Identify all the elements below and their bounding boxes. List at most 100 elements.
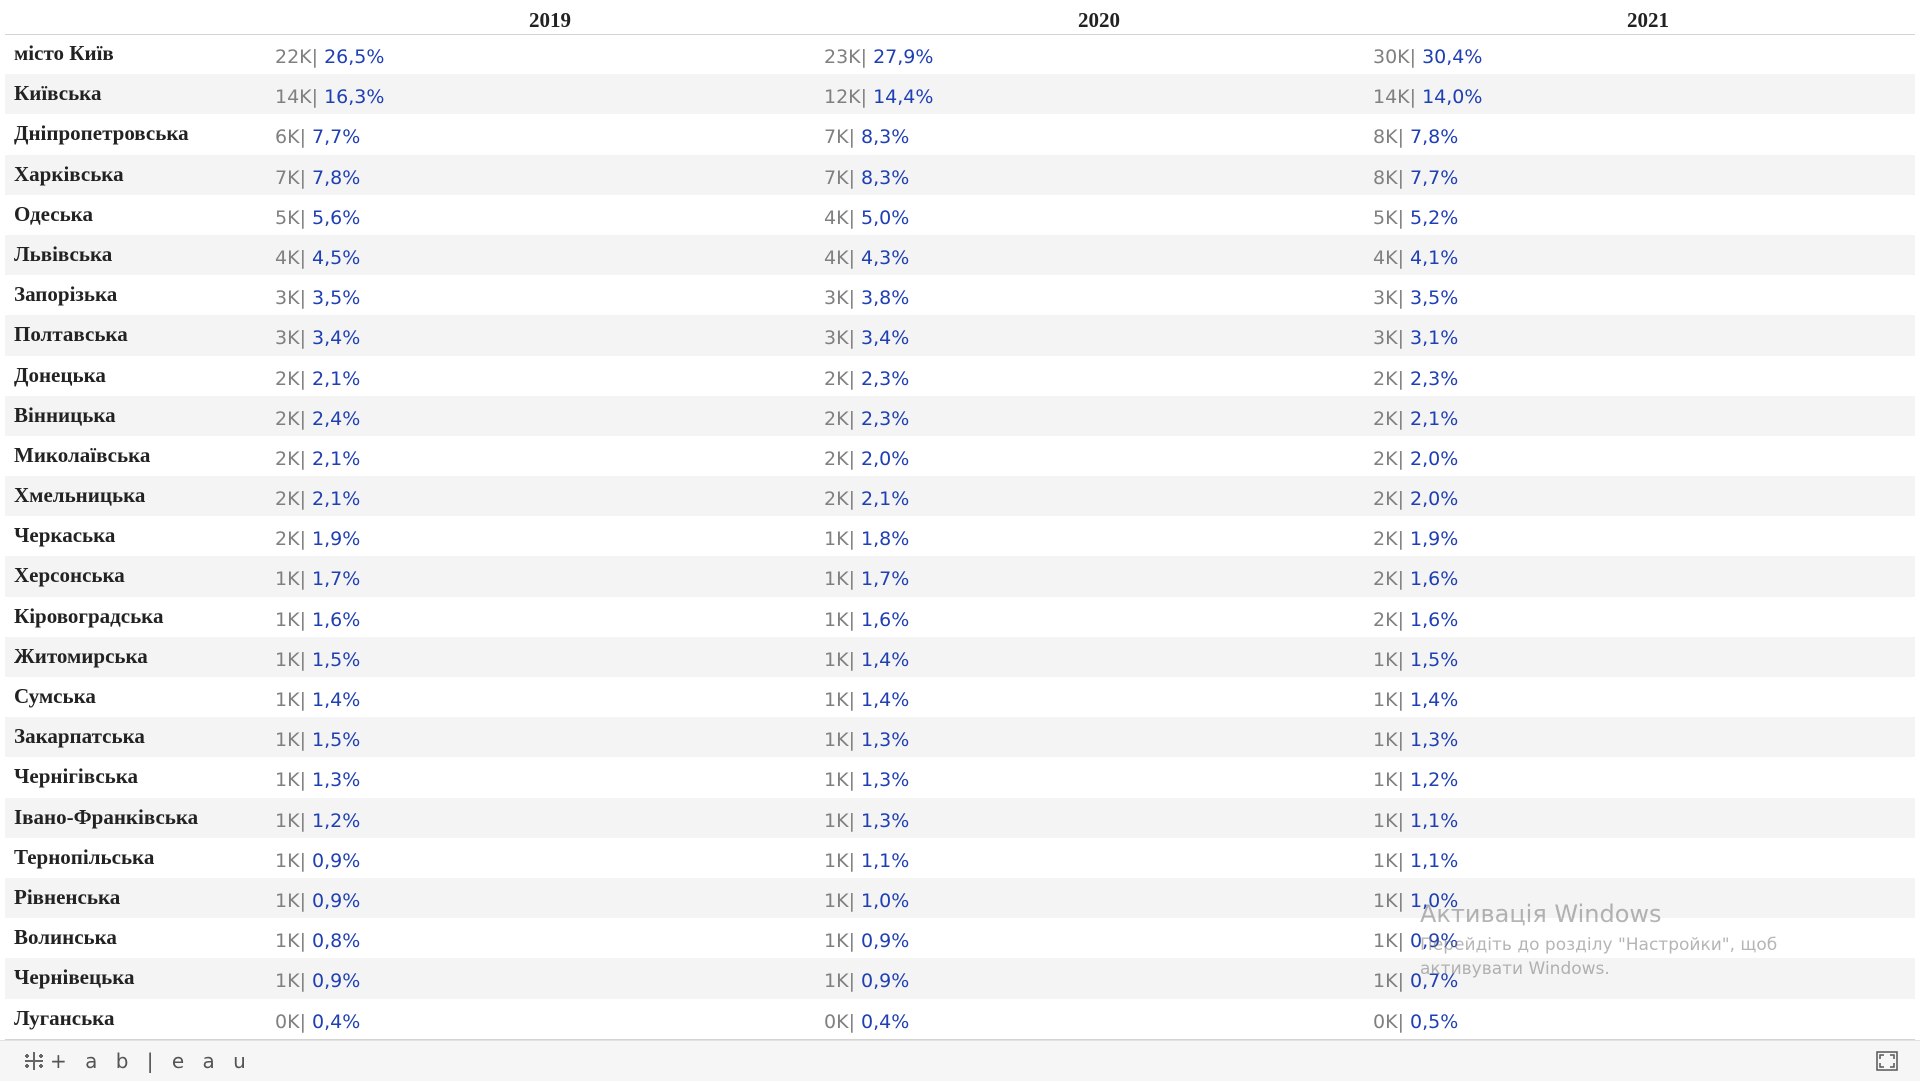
value-cell-2019[interactable]: 1K| 1,6% bbox=[275, 610, 360, 630]
value-cell-2019[interactable]: 1K| 0,9% bbox=[275, 851, 360, 871]
table-row[interactable]: Сумська 1K| 1,4% 1K| 1,4% 1K| 1,4% bbox=[5, 677, 1915, 717]
table-row[interactable]: Донецька 2K| 2,1% 2K| 2,3% 2K| 2,3% bbox=[5, 356, 1915, 396]
value-cell-2021[interactable]: 1K| 1,0% bbox=[1373, 891, 1458, 911]
value-cell-2020[interactable]: 1K| 1,7% bbox=[824, 570, 909, 589]
value-cell-2020[interactable]: 3K| 3,8% bbox=[824, 289, 909, 308]
value-cell-2020[interactable]: 1K| 1,8% bbox=[824, 530, 909, 549]
table-row[interactable]: Полтавська 3K| 3,4% 3K| 3,4% 3K| 3,1% bbox=[5, 315, 1915, 356]
value-cell-2021[interactable]: 2K| 1,9% bbox=[1373, 530, 1458, 549]
value-cell-2021[interactable]: 1K| 0,7% bbox=[1373, 972, 1458, 991]
value-cell-2020[interactable]: 3K| 3,4% bbox=[824, 329, 909, 348]
table-row[interactable]: Вінницька 2K| 2,4% 2K| 2,3% 2K| 2,1% bbox=[5, 395, 1915, 436]
value-cell-2020[interactable]: 7K| 8,3% bbox=[824, 128, 909, 147]
value-cell-2020[interactable]: 4K| 4,3% bbox=[824, 248, 909, 268]
value-cell-2019[interactable]: 2K| 2,1% bbox=[275, 449, 360, 469]
table-row[interactable]: Житомирська 1K| 1,5% 1K| 1,4% 1K| 1,5% bbox=[5, 636, 1915, 677]
table-row[interactable]: Тернопільська 1K| 0,9% 1K| 1,1% 1K| 1,1% bbox=[5, 838, 1915, 878]
table-row[interactable]: Харківська 7K| 7,8% 7K| 8,3% 8K| 7,7% bbox=[5, 154, 1915, 195]
value-cell-2020[interactable]: 2K| 2,3% bbox=[824, 369, 909, 389]
value-cell-2020[interactable]: 1K| 1,1% bbox=[824, 851, 909, 871]
value-cell-2019[interactable]: 1K| 1,5% bbox=[275, 731, 360, 750]
value-cell-2020[interactable]: 1K| 1,3% bbox=[824, 811, 909, 831]
table-row[interactable]: Запорізька 3K| 3,5% 3K| 3,8% 3K| 3,5% bbox=[5, 275, 1915, 315]
value-cell-2021[interactable]: 2K| 1,6% bbox=[1373, 610, 1458, 630]
table-row[interactable]: Дніпропетровська 6K| 7,7% 7K| 8,3% 8K| 7,8% bbox=[5, 114, 1915, 154]
value-cell-2019[interactable]: 1K| 0,8% bbox=[275, 932, 360, 951]
table-row[interactable]: Кіровоградська 1K| 1,6% 1K| 1,6% 2K| 1,6% bbox=[5, 597, 1915, 637]
value-cell-2020[interactable]: 23K| 27,9% bbox=[824, 48, 933, 67]
value-cell-2020[interactable]: 1K| 1,3% bbox=[824, 731, 909, 750]
table-row[interactable]: Луганська 0K| 0,4% 0K| 0,4% 0K| 0,5% bbox=[5, 999, 1915, 1039]
value-cell-2021[interactable]: 1K| 1,3% bbox=[1373, 731, 1458, 750]
value-cell-2019[interactable]: 1K| 1,5% bbox=[275, 650, 360, 670]
value-cell-2020[interactable]: 1K| 1,4% bbox=[824, 691, 909, 710]
value-cell-2020[interactable]: 7K| 8,3% bbox=[824, 168, 909, 188]
value-cell-2019[interactable]: 0K| 0,4% bbox=[275, 1012, 360, 1032]
value-cell-2019[interactable]: 1K| 1,7% bbox=[275, 570, 360, 589]
value-cell-2021[interactable]: 2K| 1,6% bbox=[1373, 570, 1458, 589]
value-cell-2021[interactable]: 5K| 5,2% bbox=[1373, 208, 1458, 228]
value-cell-2021[interactable]: 2K| 2,0% bbox=[1373, 490, 1458, 509]
value-cell-2021[interactable]: 2K| 2,1% bbox=[1373, 409, 1458, 429]
value-cell-2020[interactable]: 1K| 0,9% bbox=[824, 972, 909, 991]
table-row[interactable]: Черкаська 2K| 1,9% 1K| 1,8% 2K| 1,9% bbox=[5, 516, 1915, 556]
value-cell-2021[interactable]: 2K| 2,3% bbox=[1373, 369, 1458, 389]
value-cell-2019[interactable]: 3K| 3,4% bbox=[275, 329, 360, 348]
value-cell-2019[interactable]: 2K| 1,9% bbox=[275, 530, 360, 549]
value-cell-2019[interactable]: 2K| 2,1% bbox=[275, 369, 360, 389]
value-cell-2019[interactable]: 1K| 1,4% bbox=[275, 691, 360, 710]
table-row[interactable]: Волинська 1K| 0,8% 1K| 0,9% 1K| 0,9% bbox=[5, 918, 1915, 958]
value-cell-2021[interactable]: 14K| 14,0% bbox=[1373, 88, 1482, 107]
value-cell-2021[interactable]: 0K| 0,5% bbox=[1373, 1012, 1458, 1032]
value-cell-2021[interactable]: 8K| 7,7% bbox=[1373, 168, 1458, 188]
table-row[interactable]: місто Київ 22K| 26,5% 23K| 27,9% 30K| 30,4% bbox=[5, 34, 1915, 74]
value-cell-2020[interactable]: 1K| 1,4% bbox=[824, 650, 909, 670]
table-row[interactable]: Рівненська 1K| 0,9% 1K| 1,0% 1K| 1,0% bbox=[5, 877, 1915, 919]
value-cell-2019[interactable]: 1K| 1,3% bbox=[275, 771, 360, 790]
value-cell-2021[interactable]: 1K| 1,4% bbox=[1373, 691, 1458, 710]
value-cell-2020[interactable]: 12K| 14,4% bbox=[824, 88, 933, 107]
value-cell-2021[interactable]: 2K| 2,0% bbox=[1373, 449, 1458, 469]
value-cell-2019[interactable]: 1K| 0,9% bbox=[275, 891, 360, 911]
value-cell-2019[interactable]: 2K| 2,1% bbox=[275, 490, 360, 509]
table-row[interactable]: Херсонська 1K| 1,7% 1K| 1,7% 2K| 1,6% bbox=[5, 556, 1915, 597]
value-cell-2021[interactable]: 3K| 3,5% bbox=[1373, 289, 1458, 308]
value-cell-2021[interactable]: 4K| 4,1% bbox=[1373, 248, 1458, 268]
value-cell-2020[interactable]: 1K| 1,6% bbox=[824, 610, 909, 630]
value-cell-2019[interactable]: 6K| 7,7% bbox=[275, 128, 360, 147]
value-cell-2021[interactable]: 1K| 1,5% bbox=[1373, 650, 1458, 670]
value-cell-2019[interactable]: 7K| 7,8% bbox=[275, 168, 360, 188]
value-cell-2019[interactable]: 1K| 0,9% bbox=[275, 972, 360, 991]
table-row[interactable]: Івано-Франківська 1K| 1,2% 1K| 1,3% 1K| 1,1… bbox=[5, 797, 1915, 838]
value-cell-2020[interactable]: 2K| 2,3% bbox=[824, 409, 909, 429]
fullscreen-icon[interactable] bbox=[1876, 1051, 1898, 1071]
value-cell-2020[interactable]: 1K| 1,3% bbox=[824, 771, 909, 790]
value-cell-2019[interactable]: 2K| 2,4% bbox=[275, 409, 360, 429]
value-cell-2021[interactable]: 30K| 30,4% bbox=[1373, 48, 1482, 67]
table-row[interactable]: Одеська 5K| 5,6% 4K| 5,0% 5K| 5,2% bbox=[5, 195, 1915, 235]
table-row[interactable]: Хмельницька 2K| 2,1% 2K| 2,1% 2K| 2,0% bbox=[5, 476, 1915, 517]
value-cell-2020[interactable]: 4K| 5,0% bbox=[824, 208, 909, 228]
value-cell-2019[interactable]: 14K| 16,3% bbox=[275, 88, 384, 107]
table-row[interactable]: Миколаївська 2K| 2,1% 2K| 2,0% 2K| 2,0% bbox=[5, 436, 1915, 476]
value-cell-2019[interactable]: 4K| 4,5% bbox=[275, 248, 360, 268]
value-cell-2021[interactable]: 1K| 1,1% bbox=[1373, 811, 1458, 831]
tableau-logo[interactable]: + a b | e a u bbox=[22, 1049, 252, 1073]
value-cell-2020[interactable]: 1K| 1,0% bbox=[824, 891, 909, 911]
value-cell-2021[interactable]: 3K| 3,1% bbox=[1373, 329, 1458, 348]
value-cell-2019[interactable]: 5K| 5,6% bbox=[275, 208, 360, 228]
value-cell-2020[interactable]: 0K| 0,4% bbox=[824, 1012, 909, 1032]
value-cell-2021[interactable]: 8K| 7,8% bbox=[1373, 128, 1458, 147]
table-row[interactable]: Закарпатська 1K| 1,5% 1K| 1,3% 1K| 1,3% bbox=[5, 717, 1915, 758]
value-cell-2020[interactable]: 2K| 2,1% bbox=[824, 490, 909, 509]
value-cell-2019[interactable]: 1K| 1,2% bbox=[275, 811, 360, 831]
table-row[interactable]: Львівська 4K| 4,5% 4K| 4,3% 4K| 4,1% bbox=[5, 234, 1915, 276]
value-cell-2021[interactable]: 1K| 1,1% bbox=[1373, 851, 1458, 871]
value-cell-2020[interactable]: 2K| 2,0% bbox=[824, 449, 909, 469]
value-cell-2020[interactable]: 1K| 0,9% bbox=[824, 932, 909, 951]
table-row[interactable]: Київська 14K| 16,3% 12K| 14,4% 14K| 14,0% bbox=[5, 74, 1915, 115]
table-row[interactable]: Чернівецька 1K| 0,9% 1K| 0,9% 1K| 0,7% bbox=[5, 958, 1915, 999]
value-cell-2019[interactable]: 22K| 26,5% bbox=[275, 48, 384, 67]
table-row[interactable]: Чернігівська 1K| 1,3% 1K| 1,3% 1K| 1,2% bbox=[5, 757, 1915, 797]
value-cell-2021[interactable]: 1K| 1,2% bbox=[1373, 771, 1458, 790]
